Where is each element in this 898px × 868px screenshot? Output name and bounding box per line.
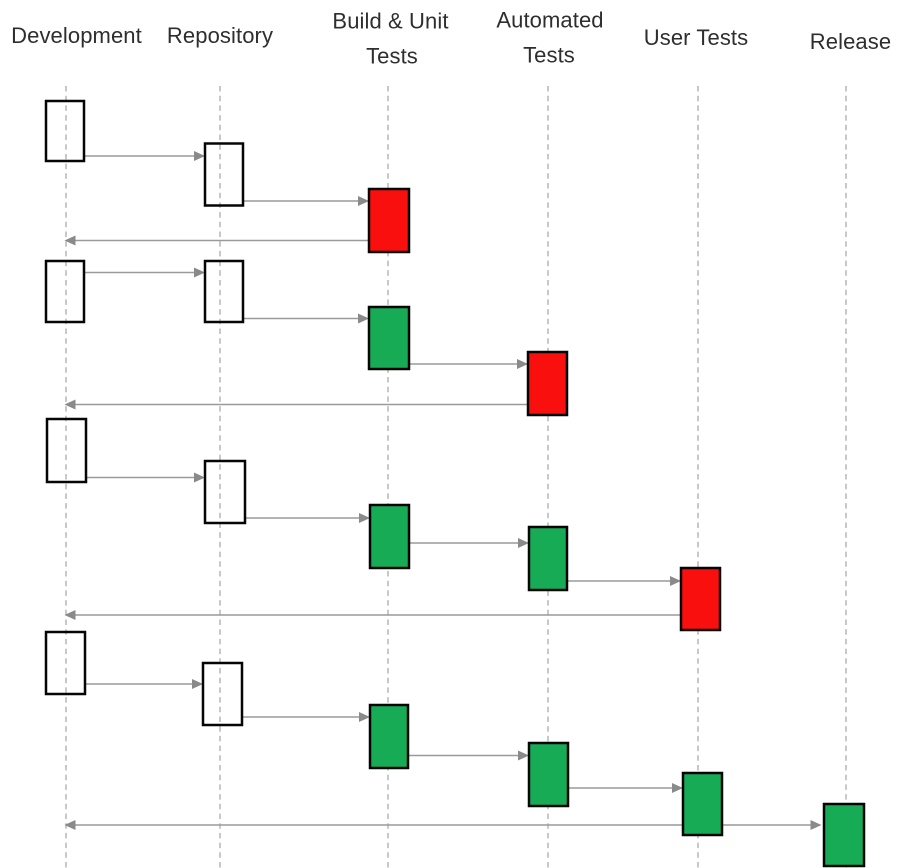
svg-text:Build & Unit: Build & Unit <box>332 9 448 34</box>
svg-text:Tests: Tests <box>366 44 418 69</box>
svg-text:Automated: Automated <box>496 8 603 33</box>
svg-text:Development: Development <box>11 23 142 48</box>
svg-text:Tests: Tests <box>523 43 575 68</box>
svg-text:Repository: Repository <box>167 23 273 48</box>
svg-text:User Tests: User Tests <box>644 25 749 50</box>
svg-text:Release: Release <box>810 29 891 54</box>
